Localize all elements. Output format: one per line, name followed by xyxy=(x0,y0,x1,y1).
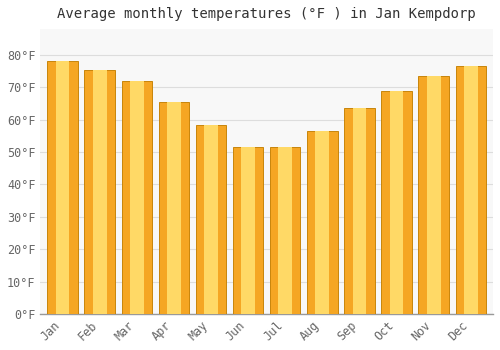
Bar xyxy=(464,66,477,314)
Bar xyxy=(307,131,338,314)
Bar xyxy=(270,147,300,314)
Bar xyxy=(196,125,226,314)
Bar xyxy=(278,147,292,314)
Bar xyxy=(456,66,486,314)
Bar xyxy=(242,147,255,314)
Bar xyxy=(48,61,78,314)
Bar xyxy=(382,91,412,314)
Bar xyxy=(418,76,449,314)
Bar xyxy=(56,61,70,314)
Bar xyxy=(167,102,181,314)
Title: Average monthly temperatures (°F ) in Jan Kempdorp: Average monthly temperatures (°F ) in Ja… xyxy=(58,7,476,21)
Bar xyxy=(158,102,189,314)
Bar xyxy=(352,108,366,314)
Bar xyxy=(84,70,115,314)
Bar xyxy=(93,70,106,314)
Bar xyxy=(130,81,143,314)
Bar xyxy=(233,147,264,314)
Bar xyxy=(427,76,440,314)
Bar xyxy=(344,108,374,314)
Bar xyxy=(204,125,218,314)
Bar xyxy=(122,81,152,314)
Bar xyxy=(316,131,329,314)
Bar xyxy=(390,91,404,314)
